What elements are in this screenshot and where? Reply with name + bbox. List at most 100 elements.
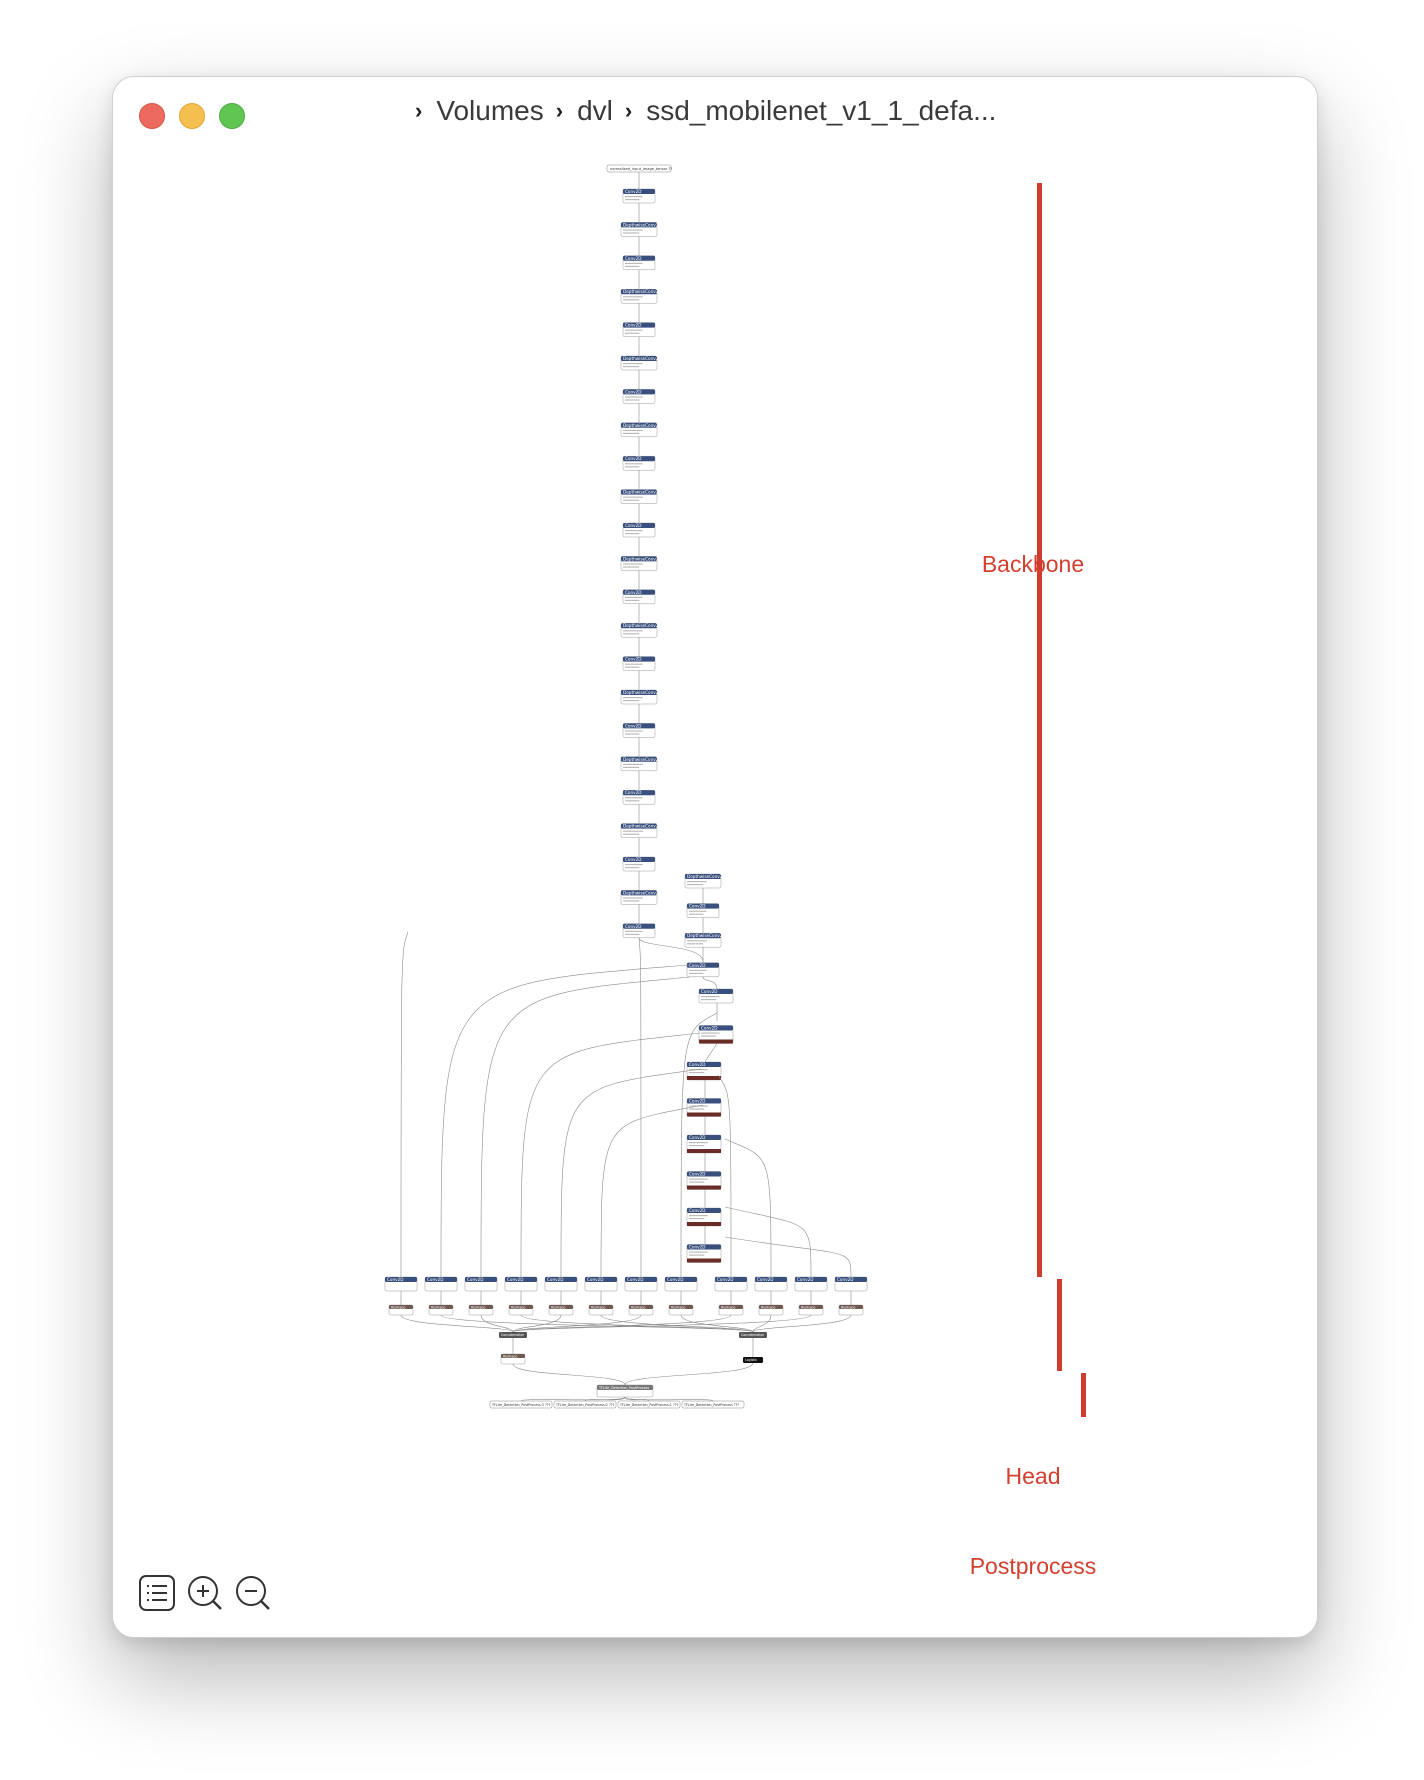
- node-op-label[interactable]: Conv2D: [625, 323, 642, 328]
- node-attr-line[interactable]: [625, 800, 640, 802]
- node-op-label[interactable]: DepthwiseConv2D: [623, 423, 662, 428]
- node-header[interactable]: [621, 623, 657, 629]
- node-header[interactable]: [545, 1277, 577, 1282]
- node-header[interactable]: [501, 1354, 525, 1358]
- node-header[interactable]: [621, 356, 657, 361]
- node-attr-line[interactable]: [623, 830, 643, 832]
- node-attr-line[interactable]: [623, 833, 640, 835]
- node-attr-line[interactable]: [623, 633, 640, 635]
- node-attr-line[interactable]: [625, 196, 643, 198]
- node-header[interactable]: [469, 1305, 493, 1309]
- node-op-label[interactable]: Conv2D: [625, 256, 642, 261]
- node-op-label[interactable]: Conv2D: [625, 523, 642, 528]
- node-header[interactable]: [687, 1062, 721, 1067]
- node-header[interactable]: [629, 1305, 653, 1309]
- node-activation[interactable]: [687, 1185, 721, 1190]
- concat-node[interactable]: [499, 1332, 527, 1338]
- node-attr-line[interactable]: [689, 1108, 705, 1110]
- node-header[interactable]: [755, 1277, 787, 1282]
- node-attr-line[interactable]: [689, 1178, 708, 1180]
- node-header[interactable]: [597, 1385, 653, 1390]
- node-op-label[interactable]: Conv2D: [625, 857, 642, 862]
- node-op-label[interactable]: Conv2D: [701, 1026, 718, 1031]
- node-header[interactable]: [509, 1305, 533, 1309]
- node-header[interactable]: [623, 923, 655, 929]
- node-header[interactable]: [389, 1305, 413, 1309]
- logistic-node[interactable]: [743, 1357, 763, 1363]
- node-attr-line[interactable]: [689, 1254, 705, 1256]
- node-attr-line[interactable]: [625, 666, 640, 668]
- node-attr-line[interactable]: [625, 730, 643, 732]
- sidebar-toggle-button[interactable]: [137, 1573, 177, 1613]
- node-op-label[interactable]: DepthwiseConv2D: [623, 757, 662, 762]
- node-header[interactable]: [623, 723, 655, 729]
- node-header[interactable]: [621, 556, 657, 562]
- node-header[interactable]: [585, 1277, 617, 1282]
- node-header[interactable]: [623, 523, 655, 528]
- node-activation[interactable]: [687, 1222, 721, 1226]
- node-op-label[interactable]: Conv2D: [689, 1099, 706, 1104]
- node-header[interactable]: [621, 422, 657, 428]
- node-attr-line[interactable]: [623, 897, 643, 899]
- node-attr-line[interactable]: [623, 366, 640, 368]
- node-attr-line[interactable]: [689, 969, 707, 971]
- node-header[interactable]: [505, 1277, 537, 1282]
- node-attr-line[interactable]: [623, 697, 643, 699]
- node-attr-line[interactable]: [625, 733, 640, 735]
- node-header[interactable]: [621, 690, 657, 695]
- node-attr-line[interactable]: [701, 999, 717, 1001]
- node-header[interactable]: [623, 322, 655, 328]
- node-op-label[interactable]: DepthwiseConv2D: [623, 690, 662, 695]
- zoom-window-button[interactable]: [219, 103, 245, 129]
- node-op-label[interactable]: Conv2D: [689, 963, 706, 968]
- node-header[interactable]: [589, 1305, 613, 1309]
- node-attr-line[interactable]: [689, 972, 704, 974]
- node-attr-line[interactable]: [623, 766, 640, 768]
- node-header[interactable]: [687, 962, 719, 968]
- node-attr-line[interactable]: [623, 630, 643, 632]
- node-op-label[interactable]: Conv2D: [625, 456, 642, 461]
- minimize-window-button[interactable]: [179, 103, 205, 129]
- node-op-label[interactable]: DepthwiseConv2D: [687, 933, 726, 938]
- node-header[interactable]: [687, 903, 719, 909]
- node-attr-line[interactable]: [625, 329, 643, 331]
- node-op-label[interactable]: DepthwiseConv2D: [623, 356, 662, 361]
- breadcrumb-item-dvl[interactable]: › dvl: [544, 95, 613, 127]
- node-op-label[interactable]: Conv2D: [625, 389, 642, 394]
- node-op-label[interactable]: Conv2D: [689, 1245, 706, 1250]
- breadcrumb-item-model-file[interactable]: › ssd_mobilenet_v1_1_defa...: [613, 95, 997, 127]
- node-attr-line[interactable]: [689, 1218, 705, 1220]
- node-attr-line[interactable]: [623, 763, 643, 765]
- node-op-label[interactable]: DepthwiseConv2D: [623, 490, 662, 495]
- input-node-label[interactable]: normalized_input_image_tensor ??: [610, 167, 672, 171]
- node-header[interactable]: [549, 1305, 573, 1309]
- output-node[interactable]: [681, 1400, 745, 1409]
- node-attr-line[interactable]: [687, 884, 704, 886]
- node-header[interactable]: [687, 1208, 721, 1213]
- node-op-label[interactable]: Conv2D: [625, 924, 642, 929]
- node-attr-line[interactable]: [625, 596, 643, 598]
- concat-node[interactable]: [739, 1332, 767, 1338]
- node-header[interactable]: [623, 589, 655, 595]
- node-activation[interactable]: [687, 1258, 721, 1263]
- node-op-label[interactable]: DepthwiseConv2D: [687, 874, 726, 879]
- node-attr-line[interactable]: [625, 199, 640, 201]
- node-header[interactable]: [687, 1171, 721, 1177]
- node-header[interactable]: [799, 1305, 823, 1309]
- node-header[interactable]: [621, 222, 657, 228]
- node-header[interactable]: [665, 1277, 697, 1282]
- node-attr-line[interactable]: [623, 563, 643, 565]
- node-header[interactable]: [623, 189, 655, 194]
- node-header[interactable]: [621, 823, 657, 829]
- model-graph[interactable]: normalized_input_image_tensor ?? Conv2D De…: [113, 77, 1317, 1637]
- output-node[interactable]: [489, 1400, 553, 1409]
- node-header[interactable]: [465, 1277, 497, 1282]
- node-header[interactable]: [623, 456, 655, 462]
- node-header[interactable]: [385, 1277, 417, 1282]
- node-attr-line[interactable]: [689, 1251, 708, 1253]
- node-attr-line[interactable]: [625, 265, 640, 267]
- node-activation[interactable]: [687, 1149, 721, 1153]
- node-header[interactable]: [623, 857, 655, 862]
- node-attr-line[interactable]: [623, 496, 643, 498]
- node-header[interactable]: [425, 1277, 457, 1282]
